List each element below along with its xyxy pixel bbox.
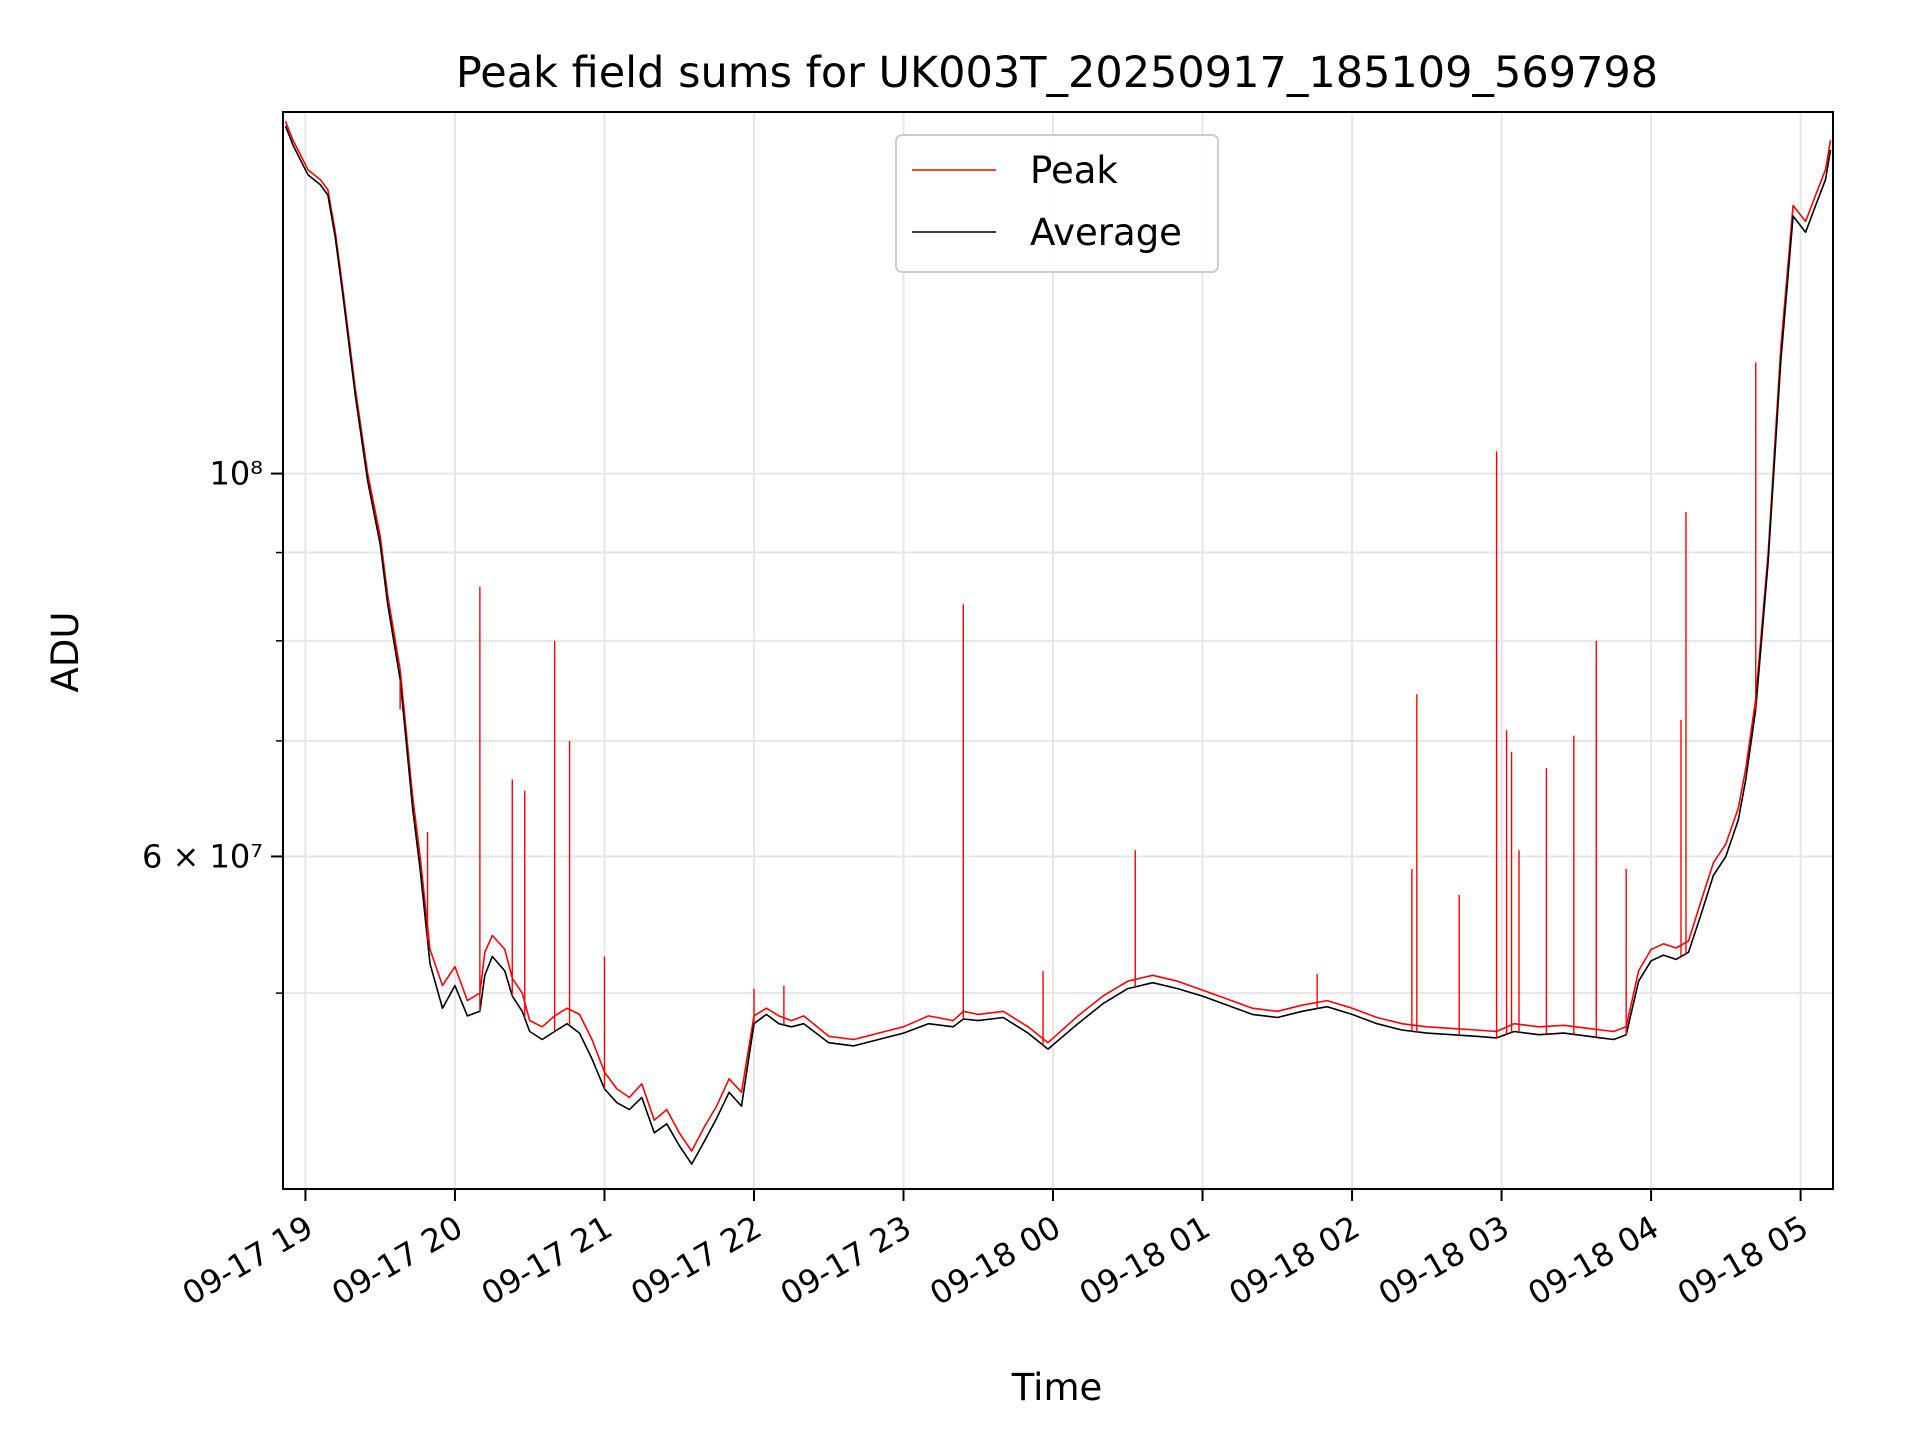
y-tick-label: 6 × 10⁷ [142,837,263,875]
y-tick-label: 10⁸ [209,455,263,493]
y-axis: 6 × 10⁷ 10⁸ [142,455,283,994]
plot-frame [282,111,1834,1190]
legend-label-peak: Peak [1030,149,1118,192]
series-line-average [284,125,1832,1165]
chart-title: Peak field sums for UK003T_20250917_1851… [456,48,1658,98]
y-axis-label: ADU [44,612,87,693]
series-line-peak [284,121,1832,1152]
plot-area [284,121,1832,1165]
x-axis-label: Time [1011,1366,1103,1409]
legend: Peak Average [895,134,1219,273]
legend-label-average: Average [1030,211,1182,254]
grid [283,112,1833,1189]
